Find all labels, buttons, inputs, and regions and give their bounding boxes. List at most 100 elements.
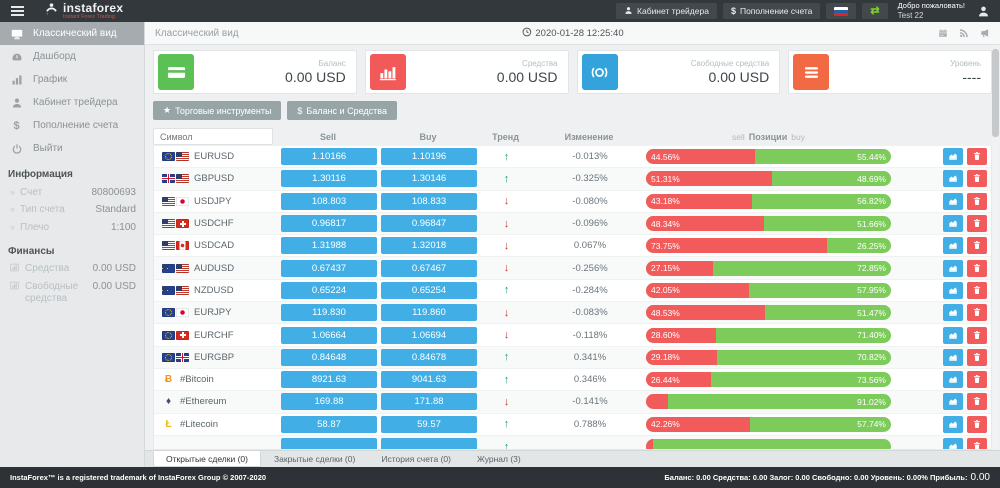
row-delete-button[interactable] [967, 237, 987, 255]
row-delete-button[interactable] [967, 371, 987, 389]
change-value: -0.080% [572, 195, 608, 207]
avatar[interactable] [977, 5, 990, 18]
sell-button[interactable]: 169.88 [281, 393, 377, 411]
sidebar-item-дашборд[interactable]: Дашборд [0, 45, 144, 68]
sell-button[interactable]: 0.65224 [281, 281, 377, 299]
row-chart-button[interactable] [943, 192, 963, 210]
sidebar-item-выйти[interactable]: Выйти [0, 137, 144, 160]
sell-button[interactable]: 119.830 [281, 304, 377, 322]
sell-button[interactable]: 1.10166 [281, 148, 377, 166]
trader-cabinet-button[interactable]: Кабинет трейдера [616, 3, 717, 19]
sidebar-item-кабинет-трейдера[interactable]: Кабинет трейдера [0, 91, 144, 114]
row-chart-button[interactable] [943, 393, 963, 411]
change-value: -0.325% [572, 173, 608, 185]
tab-открытые-сделки-0-[interactable]: Открытые сделки (0) [153, 451, 261, 467]
row-chart-button[interactable] [943, 237, 963, 255]
symbol-cell[interactable]: EURUSD [154, 151, 279, 162]
buy-button[interactable]: 108.833 [381, 192, 477, 210]
symbol-cell[interactable]: Ƀ #Bitcoin [154, 374, 279, 385]
balance-funds-button[interactable]: $ Баланс и Средства [287, 101, 397, 120]
sell-button[interactable]: 8921.63 [281, 371, 377, 389]
row-chart-button[interactable] [943, 438, 963, 449]
sell-button[interactable] [281, 438, 377, 449]
row-delete-button[interactable] [967, 192, 987, 210]
symbol-cell[interactable]: EURGBP [154, 352, 279, 363]
deposit-button[interactable]: $ Пополнение счета [722, 3, 821, 19]
sell-button[interactable]: 108.803 [281, 192, 377, 210]
row-chart-button[interactable] [943, 348, 963, 366]
trend-arrow-icon: ↓ [503, 217, 510, 230]
trading-instruments-button[interactable]: ★ Торговые инструменты [153, 101, 282, 120]
row-delete-button[interactable] [967, 415, 987, 433]
buy-button[interactable]: 0.96847 [381, 215, 477, 233]
row-chart-button[interactable] [943, 215, 963, 233]
buy-button[interactable]: 1.10196 [381, 148, 477, 166]
sell-button[interactable]: 0.84648 [281, 348, 377, 366]
row-delete-button[interactable] [967, 304, 987, 322]
positions-sell-pct [646, 394, 668, 410]
sell-button[interactable]: 1.06664 [281, 326, 377, 344]
buy-button[interactable]: 119.860 [381, 304, 477, 322]
buy-button[interactable]: 171.88 [381, 393, 477, 411]
buy-button[interactable]: 0.65254 [381, 281, 477, 299]
row-chart-button[interactable] [943, 259, 963, 277]
scrollbar-thumb[interactable] [992, 49, 999, 137]
symbol-cell[interactable]: USDJPY [154, 196, 279, 207]
row-chart-button[interactable] [943, 170, 963, 188]
row-chart-button[interactable] [943, 281, 963, 299]
row-delete-button[interactable] [967, 281, 987, 299]
row-delete-button[interactable] [967, 326, 987, 344]
megaphone-icon[interactable] [980, 28, 990, 38]
sell-button[interactable]: 0.67437 [281, 259, 377, 277]
buy-button[interactable] [381, 438, 477, 449]
symbol-cell[interactable]: EURJPY [154, 307, 279, 318]
buy-button[interactable]: 1.32018 [381, 237, 477, 255]
row-delete-button[interactable] [967, 148, 987, 166]
row-delete-button[interactable] [967, 348, 987, 366]
buy-button[interactable]: 1.30146 [381, 170, 477, 188]
row-chart-button[interactable] [943, 415, 963, 433]
exchange-button[interactable]: ⇄ [862, 3, 888, 19]
symbol-cell[interactable]: USDCAD [154, 240, 279, 251]
symbol-filter-input[interactable] [153, 128, 273, 145]
buy-button[interactable]: 9041.63 [381, 371, 477, 389]
row-delete-button[interactable] [967, 215, 987, 233]
sell-button[interactable]: 0.96817 [281, 215, 377, 233]
buy-button[interactable]: 0.67467 [381, 259, 477, 277]
trash-icon [972, 149, 982, 164]
sell-button[interactable]: 1.30116 [281, 170, 377, 188]
rss-icon[interactable] [959, 28, 969, 38]
sidebar-item-пополнение-счета[interactable]: $ Пополнение счета [0, 114, 144, 137]
row-chart-button[interactable] [943, 304, 963, 322]
symbol-cell[interactable]: Ł #Litecoin [154, 419, 279, 430]
tab-журнал-3-[interactable]: Журнал (3) [476, 454, 521, 464]
row-delete-button[interactable] [967, 170, 987, 188]
sidebar-item-классический-вид[interactable]: Классический вид [0, 22, 144, 45]
hamburger-menu-icon[interactable] [0, 0, 34, 22]
symbol-cell[interactable]: USDCHF [154, 218, 279, 229]
symbol-flags [162, 308, 189, 318]
calendar-icon[interactable] [938, 28, 948, 38]
row-delete-button[interactable] [967, 393, 987, 411]
tab-закрытые-сделки-0-[interactable]: Закрытые сделки (0) [273, 454, 356, 464]
col-header-sell: Sell [319, 131, 336, 142]
trash-icon [972, 283, 982, 298]
symbol-cell[interactable]: AUDUSD [154, 263, 279, 274]
tab-история-счета-0-[interactable]: История счета (0) [381, 454, 451, 464]
row-chart-button[interactable] [943, 148, 963, 166]
row-chart-button[interactable] [943, 326, 963, 344]
symbol-cell[interactable]: NZDUSD [154, 285, 279, 296]
buy-button[interactable]: 0.84678 [381, 348, 477, 366]
row-chart-button[interactable] [943, 371, 963, 389]
language-button[interactable] [826, 3, 857, 19]
buy-button[interactable]: 59.57 [381, 415, 477, 433]
symbol-cell[interactable]: EURCHF [154, 330, 279, 341]
sell-button[interactable]: 1.31988 [281, 237, 377, 255]
row-delete-button[interactable] [967, 438, 987, 449]
symbol-cell[interactable]: GBPUSD [154, 173, 279, 184]
buy-button[interactable]: 1.06694 [381, 326, 477, 344]
sidebar-item-график[interactable]: График [0, 68, 144, 91]
sell-button[interactable]: 58.87 [281, 415, 377, 433]
symbol-cell[interactable]: ♦ #Ethereum [154, 396, 279, 407]
row-delete-button[interactable] [967, 259, 987, 277]
